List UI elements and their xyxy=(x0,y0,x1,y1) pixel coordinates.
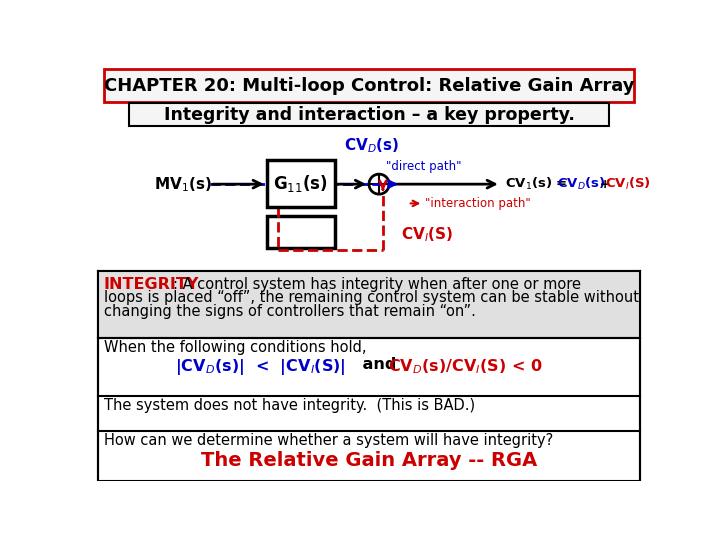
Text: CV$_I$(S): CV$_I$(S) xyxy=(401,225,454,244)
Text: The system does not have integrity.  (This is BAD.): The system does not have integrity. (Thi… xyxy=(104,398,475,413)
Text: |CV$_D$(s)|  <  |CV$_I$(S)|: |CV$_D$(s)| < |CV$_I$(S)| xyxy=(175,357,346,377)
Text: MV$_1$(s): MV$_1$(s) xyxy=(153,175,212,193)
FancyBboxPatch shape xyxy=(266,159,335,207)
Text: When the following conditions hold,: When the following conditions hold, xyxy=(104,340,366,355)
Text: CV$_I$(S): CV$_I$(S) xyxy=(606,176,651,192)
Text: "direct path": "direct path" xyxy=(385,160,461,173)
FancyBboxPatch shape xyxy=(98,271,640,338)
Text: changing the signs of controllers that remain “on”.: changing the signs of controllers that r… xyxy=(104,304,476,319)
Text: loops is placed “off”, the remaining control system can be stable without: loops is placed “off”, the remaining con… xyxy=(104,291,639,306)
Text: "interaction path": "interaction path" xyxy=(425,197,531,210)
FancyBboxPatch shape xyxy=(98,271,640,481)
Text: and: and xyxy=(357,357,402,373)
Text: How can we determine whether a system will have integrity?: How can we determine whether a system wi… xyxy=(104,433,553,448)
FancyBboxPatch shape xyxy=(104,70,634,102)
Text: CV$_1$(s) =: CV$_1$(s) = xyxy=(505,176,569,192)
Text: INTEGRITY: INTEGRITY xyxy=(104,276,199,292)
Text: : A control system has integrity when after one or more: : A control system has integrity when af… xyxy=(173,276,581,292)
Text: CV$_D$(s): CV$_D$(s) xyxy=(343,136,399,155)
FancyBboxPatch shape xyxy=(129,103,609,126)
Text: +: + xyxy=(595,178,616,191)
Text: Integrity and interaction – a key property.: Integrity and interaction – a key proper… xyxy=(163,106,575,124)
Text: The Relative Gain Array -- RGA: The Relative Gain Array -- RGA xyxy=(201,451,537,470)
Text: CV$_D$(s): CV$_D$(s) xyxy=(557,176,606,192)
Text: G$_{11}$(s): G$_{11}$(s) xyxy=(274,173,328,194)
FancyBboxPatch shape xyxy=(266,215,335,248)
Text: CV$_D$(s)/CV$_I$(S) < 0: CV$_D$(s)/CV$_I$(S) < 0 xyxy=(388,357,543,376)
Text: CHAPTER 20: Multi-loop Control: Relative Gain Array: CHAPTER 20: Multi-loop Control: Relative… xyxy=(104,77,634,94)
